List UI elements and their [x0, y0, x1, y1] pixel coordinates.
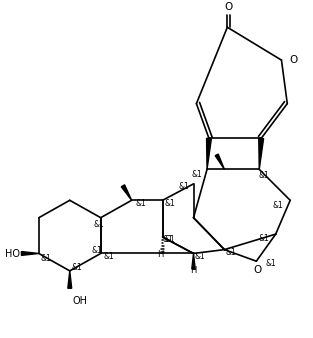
Text: &1: &1	[192, 170, 203, 179]
Text: &1: &1	[259, 171, 269, 180]
Text: &1: &1	[136, 199, 147, 208]
Text: &1: &1	[195, 252, 206, 261]
Text: HO: HO	[5, 249, 20, 260]
Text: O: O	[253, 265, 261, 275]
Polygon shape	[192, 254, 195, 269]
Text: &1: &1	[226, 248, 237, 257]
Text: H: H	[190, 266, 197, 275]
Text: &1: &1	[265, 259, 276, 268]
Polygon shape	[215, 154, 224, 169]
Text: &1: &1	[40, 254, 51, 263]
Text: &1: &1	[91, 246, 102, 255]
Polygon shape	[68, 271, 72, 288]
Text: &1: &1	[93, 220, 104, 229]
Text: &1: &1	[165, 236, 176, 244]
Text: &1: &1	[178, 182, 189, 191]
Text: &1: &1	[71, 264, 82, 272]
Text: &1: &1	[259, 235, 269, 243]
Polygon shape	[21, 251, 39, 256]
Text: &1: &1	[103, 252, 114, 261]
Text: O: O	[224, 2, 233, 12]
Polygon shape	[121, 185, 132, 200]
Polygon shape	[207, 138, 211, 169]
Text: &1: &1	[272, 201, 283, 210]
Text: &1: &1	[163, 236, 174, 244]
Text: O: O	[289, 55, 297, 65]
Text: &1: &1	[165, 199, 176, 208]
Text: H: H	[157, 250, 164, 259]
Text: OH: OH	[73, 296, 88, 306]
Polygon shape	[259, 138, 264, 169]
